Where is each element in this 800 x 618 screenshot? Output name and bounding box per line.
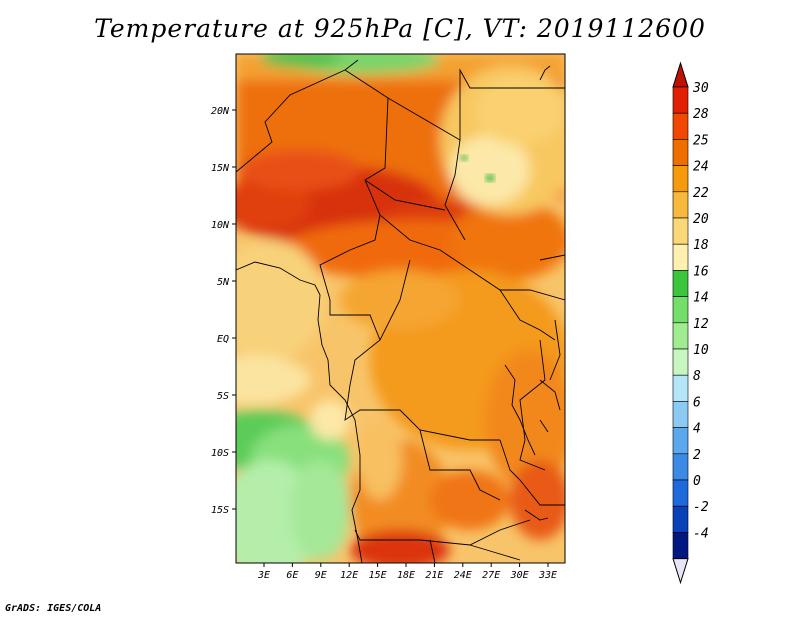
lat-label: 15N xyxy=(211,163,230,174)
lon-label: 6E xyxy=(286,570,298,581)
colorbar-swatch xyxy=(672,505,689,533)
colorbar-label: -4 xyxy=(693,526,709,541)
colorbar-swatch xyxy=(672,165,689,193)
colorbar-bottom-arrow xyxy=(672,558,689,585)
colorbar-swatch xyxy=(672,374,689,402)
lon-label: 21E xyxy=(425,570,443,581)
lat-label: 5S xyxy=(217,391,229,402)
map-title: Temperature at 925hPa [C], VT: 201911260… xyxy=(94,14,706,43)
lon-label: 15E xyxy=(369,570,387,581)
temperature-field xyxy=(236,54,565,563)
colorbar-swatch xyxy=(672,270,689,297)
colorbar-label: 28 xyxy=(693,107,709,122)
colorbar-label: 14 xyxy=(693,291,709,306)
colorbar-label: -2 xyxy=(693,500,709,515)
colorbar-label: 25 xyxy=(693,133,709,148)
lat-label: 10N xyxy=(211,220,230,231)
longitude-axis: 3E 6E 9E 12E 15E 18E 21E 24E 27E 30E 33E xyxy=(257,563,557,581)
map-frame xyxy=(235,53,566,564)
colorbar-label: 30 xyxy=(692,81,709,96)
colorbar-swatch xyxy=(672,401,689,428)
colorbar-swatch xyxy=(672,86,689,114)
colorbar-swatch xyxy=(672,348,689,376)
colorbar-label: 16 xyxy=(693,264,709,279)
colorbar-label: 22 xyxy=(693,186,709,201)
colorbar-swatch xyxy=(672,427,689,455)
colorbar-swatch xyxy=(672,453,689,481)
lon-label: 9E xyxy=(315,570,327,581)
colorbar-label: 12 xyxy=(693,317,709,332)
colorbar-top-arrow xyxy=(672,61,689,88)
lon-label: 30E xyxy=(510,570,529,581)
colorbar-label: 2 xyxy=(693,448,701,463)
colorbar-swatch xyxy=(672,479,689,507)
lon-label: 33E xyxy=(538,570,557,581)
colorbar-swatch xyxy=(672,217,689,245)
colorbar-label: 4 xyxy=(693,422,701,437)
lat-label: 10S xyxy=(211,448,229,459)
colorbar-swatch xyxy=(672,243,689,271)
lon-label: 12E xyxy=(340,570,358,581)
latitude-axis: 20N 15N 10N 5N EQ 5S 10S 15S xyxy=(211,106,236,516)
colorbar-swatch xyxy=(672,112,689,140)
lat-label: EQ xyxy=(217,334,229,345)
colorbar-label: 24 xyxy=(693,160,709,175)
colorbar-swatch xyxy=(672,296,689,324)
colorbar-label: 20 xyxy=(693,212,709,227)
colorbar-label: 8 xyxy=(693,369,701,384)
colorbar-swatch xyxy=(672,139,689,166)
colorbar-label: 10 xyxy=(693,343,709,358)
lat-label: 15S xyxy=(211,505,229,516)
colorbar-swatch xyxy=(672,322,689,350)
lon-label: 18E xyxy=(397,570,415,581)
country-borders xyxy=(236,59,565,563)
lon-label: 3E xyxy=(257,570,270,581)
lat-label: 20N xyxy=(211,106,230,117)
colorbar-label: 18 xyxy=(693,238,709,253)
coastlines xyxy=(236,65,561,563)
lon-label: 27E xyxy=(482,570,500,581)
colorbar-label: 0 xyxy=(693,474,701,489)
lat-label: 5N xyxy=(217,277,230,288)
colorbar-swatch xyxy=(672,532,689,559)
grads-credit: GrADS: IGES/COLA xyxy=(5,603,102,614)
colorbar-label: 6 xyxy=(693,395,701,410)
colorbar-swatch xyxy=(672,191,689,219)
lon-label: 24E xyxy=(454,570,472,581)
